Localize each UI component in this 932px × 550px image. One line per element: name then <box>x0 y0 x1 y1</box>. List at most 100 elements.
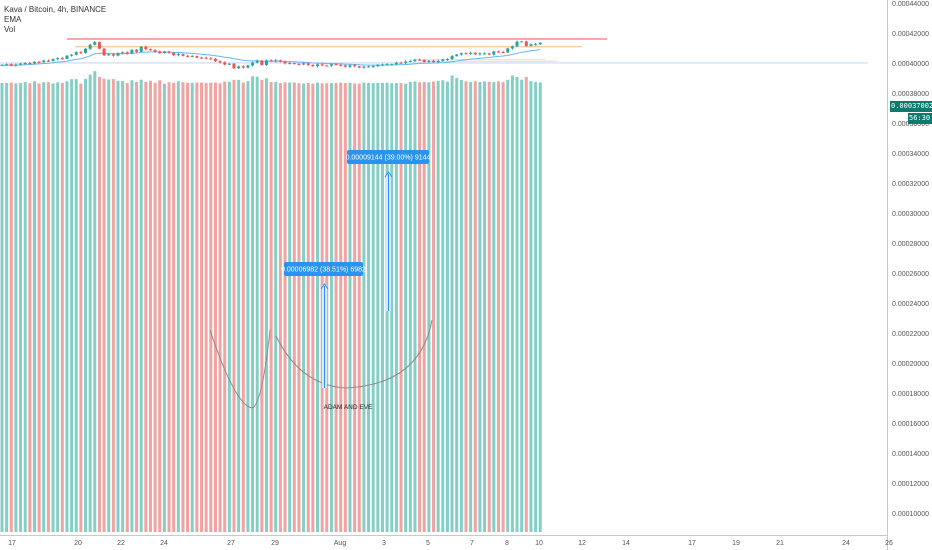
volume-bar <box>306 82 310 532</box>
candle-body <box>60 58 64 60</box>
x-tick-label: 5 <box>426 540 430 547</box>
x-tick-label: 20 <box>74 540 82 547</box>
volume-bar <box>269 82 273 532</box>
volume-bar <box>464 81 468 532</box>
volume-bar <box>42 82 46 532</box>
x-tick-label: 21 <box>776 540 784 547</box>
candle-body <box>288 63 292 65</box>
volume-bar <box>46 82 50 532</box>
volume-bars-layer <box>0 71 542 533</box>
volume-bar <box>37 83 41 532</box>
volume-bar <box>93 71 97 532</box>
candle-body <box>399 62 403 64</box>
candle-body <box>144 46 148 50</box>
measure-2-label: 0.00009144 (39.00%) 9144 <box>346 155 431 162</box>
x-tick-label: 17 <box>688 540 696 547</box>
candle-body <box>278 60 282 62</box>
breakout-zone <box>410 59 546 60</box>
volume-bar <box>538 82 542 533</box>
y-tick-label: 0.00038000 <box>892 91 929 98</box>
candle-body <box>255 60 259 63</box>
volume-bar <box>353 83 357 532</box>
y-tick-label: 0.00018000 <box>892 391 929 398</box>
candle-body <box>19 63 23 65</box>
candle-body <box>483 53 487 55</box>
y-tick-label: 0.00036000 <box>892 121 929 128</box>
volume-bar <box>200 82 204 532</box>
candle-body <box>204 57 208 59</box>
volume-bar <box>181 82 185 532</box>
candle-body <box>334 64 338 66</box>
volume-bar <box>23 81 27 532</box>
candle-body <box>534 44 538 46</box>
volume-bar <box>367 82 371 533</box>
y-tick-label: 0.00020000 <box>892 361 929 368</box>
x-tick-label: 8 <box>505 540 509 547</box>
x-tick-label: 3 <box>382 540 386 547</box>
candle-body <box>436 60 440 63</box>
volume-bar <box>74 79 78 533</box>
volume-bar <box>427 82 431 533</box>
volume-bar <box>9 82 13 532</box>
x-tick-label: Aug <box>334 540 347 547</box>
candle-body <box>464 53 468 55</box>
x-tick-label: 7 <box>470 540 474 547</box>
candle-body <box>353 65 357 67</box>
candle-body <box>427 60 431 62</box>
x-tick-label: 27 <box>227 540 235 547</box>
candle-body <box>186 55 190 57</box>
volume-bar <box>218 83 222 532</box>
volume-bar <box>121 81 125 533</box>
x-tick-label: 29 <box>271 540 279 547</box>
candle-body <box>515 41 519 47</box>
candle-body <box>264 60 268 65</box>
volume-bar <box>28 83 32 532</box>
volume-bar <box>278 83 282 533</box>
volume-bar <box>441 80 445 533</box>
volume-bar <box>204 83 208 532</box>
candle-body <box>260 60 264 65</box>
candle-body <box>478 53 482 55</box>
x-tick-label: 22 <box>117 540 125 547</box>
volume-bar <box>520 79 524 532</box>
candle-body <box>167 51 171 53</box>
candle-body <box>51 59 55 61</box>
volume-bar <box>394 83 398 533</box>
x-tick-label: 10 <box>535 540 543 547</box>
candle-body <box>246 65 250 68</box>
volume-bar <box>241 82 245 533</box>
candle-body <box>348 65 352 67</box>
candle-body <box>37 61 41 63</box>
y-tick-label: 0.00030000 <box>892 211 929 218</box>
y-tick-label: 0.00024000 <box>892 301 929 308</box>
volume-bar <box>223 81 227 532</box>
candle-body <box>158 51 162 54</box>
candle-body <box>459 53 463 55</box>
candle-body <box>200 57 204 59</box>
chart-legend: Kava / Bitcoin, 4h, BINANCE EMA Vol <box>4 5 106 35</box>
volume-bar <box>371 83 375 532</box>
candle-body <box>28 63 32 64</box>
y-tick-label: 0.00034000 <box>892 151 929 158</box>
legend-symbol: Kava / Bitcoin, 4h, BINANCE <box>4 5 107 14</box>
volume-bar <box>515 77 519 532</box>
x-tick-label: 19 <box>732 540 740 547</box>
candle-body <box>213 58 217 62</box>
candle-body <box>325 65 329 67</box>
candle-body <box>135 49 139 52</box>
volume-bar <box>255 76 259 532</box>
volume-bar <box>0 82 4 532</box>
candle-body <box>422 59 426 62</box>
candle-body <box>9 64 13 66</box>
candle-body <box>510 46 514 49</box>
volume-bar <box>376 82 380 532</box>
volume-bar <box>288 82 292 533</box>
volume-bar <box>274 81 278 532</box>
candle-body <box>339 64 343 66</box>
candle-body <box>492 51 496 55</box>
candle-body <box>5 64 9 66</box>
candle-body <box>172 52 176 56</box>
volume-bar <box>97 76 101 533</box>
candle-body <box>42 60 46 63</box>
